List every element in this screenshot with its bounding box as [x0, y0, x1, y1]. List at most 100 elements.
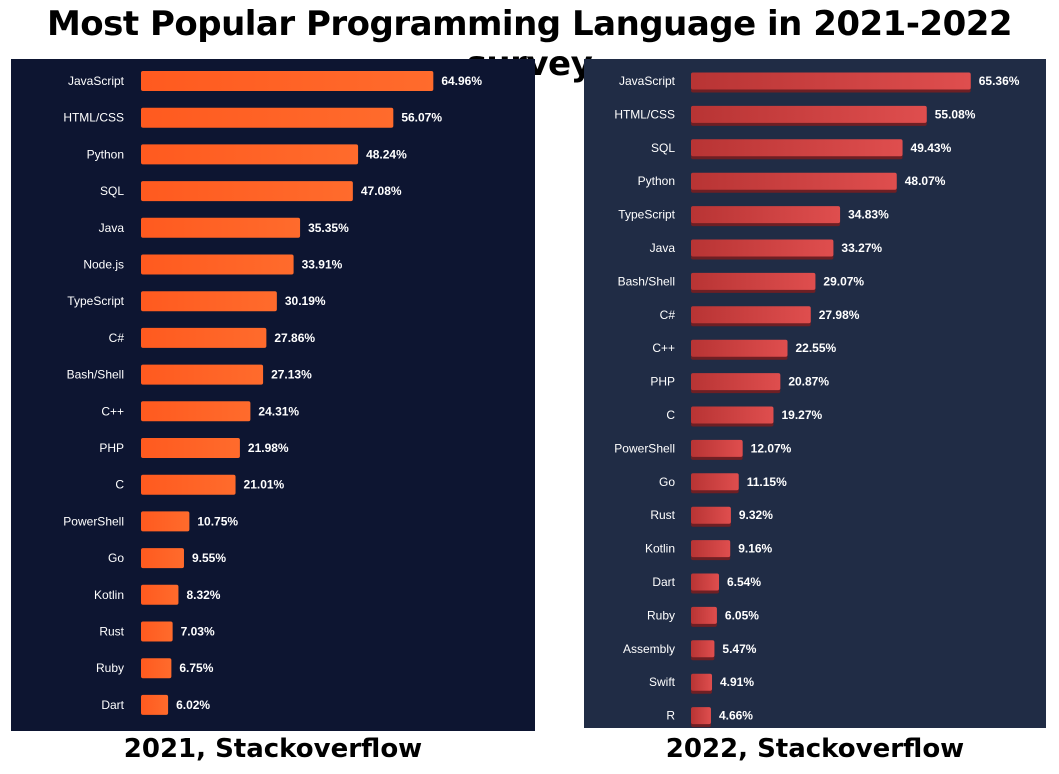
bar-c — [141, 401, 251, 422]
bar-python — [141, 144, 359, 165]
bar-ruby — [141, 658, 172, 679]
bar-chart-2022: JavaScript 65.36% HTML/CSS 55.08% SQL 49.43% P… — [614, 72, 1020, 728]
value-label-javascript: 64.96% — [441, 74, 482, 88]
value-label-dart: 6.54% — [727, 575, 761, 589]
bar-c — [141, 327, 267, 348]
value-label-rust: 9.32% — [739, 508, 773, 522]
bar-bash-shell — [691, 272, 816, 290]
chart-panel-2021: JavaScript 64.96% HTML/CSS 56.07% Python 48.2… — [11, 59, 535, 731]
category-label-rust: Rust — [99, 625, 124, 639]
category-label-bash-shell: Bash/Shell — [67, 368, 124, 382]
category-label-go: Go — [659, 475, 675, 489]
bar-kotlin — [141, 584, 179, 605]
chart-panel-2022: JavaScript 65.36% HTML/CSS 55.08% SQL 49.43% P… — [584, 59, 1046, 728]
value-label-bash-shell: 29.07% — [823, 274, 864, 288]
category-label-javascript: JavaScript — [619, 74, 676, 88]
chart-caption-2021: 2021, Stackoverflow — [123, 734, 423, 764]
value-label-c: 24.31% — [258, 404, 299, 418]
bar-rust — [141, 621, 173, 642]
category-label-c: C# — [660, 308, 676, 322]
value-label-php: 21.98% — [248, 441, 289, 455]
bar-c — [691, 406, 774, 424]
value-label-c: 19.27% — [781, 408, 822, 422]
bar-php — [141, 438, 240, 458]
category-label-typescript: TypeScript — [618, 208, 675, 222]
value-label-typescript: 34.83% — [848, 208, 889, 222]
category-label-ruby: Ruby — [647, 608, 675, 622]
value-label-php: 20.87% — [788, 375, 829, 389]
category-label-javascript: JavaScript — [68, 74, 125, 88]
value-label-go: 11.15% — [747, 475, 787, 489]
bar-ruby — [691, 606, 717, 624]
value-label-c: 27.86% — [274, 331, 315, 345]
category-label-dart: Dart — [652, 575, 675, 589]
category-label-html-css: HTML/CSS — [614, 107, 675, 121]
category-label-php: PHP — [99, 441, 124, 455]
category-label-c: C++ — [652, 341, 675, 355]
value-label-html-css: 56.07% — [401, 111, 442, 125]
category-label-kotlin: Kotlin — [94, 588, 124, 602]
bar-go — [691, 473, 739, 491]
category-label-python: Python — [638, 174, 675, 188]
category-label-ruby: Ruby — [96, 661, 124, 675]
bar-swift — [691, 673, 713, 691]
bar-dart — [691, 573, 719, 591]
value-label-html-css: 55.08% — [935, 107, 976, 121]
value-label-ruby: 6.75% — [179, 661, 213, 675]
bar-go — [141, 548, 184, 569]
value-label-python: 48.24% — [366, 147, 407, 161]
bar-typescript — [141, 291, 277, 312]
category-label-sql: SQL — [100, 184, 124, 198]
value-label-r: 4.66% — [719, 709, 753, 723]
category-label-typescript: TypeScript — [67, 294, 124, 308]
value-label-java: 35.35% — [308, 221, 349, 235]
category-label-c: C — [115, 478, 124, 492]
category-label-html-css: HTML/CSS — [63, 111, 124, 125]
value-label-python: 48.07% — [905, 174, 946, 188]
category-label-kotlin: Kotlin — [645, 542, 675, 556]
bar-python — [691, 172, 897, 190]
category-label-node-js: Node.js — [83, 258, 124, 272]
bar-sql — [691, 139, 903, 157]
value-label-c: 21.01% — [244, 478, 285, 492]
category-label-bash-shell: Bash/Shell — [618, 274, 675, 288]
bar-javascript — [691, 72, 971, 90]
value-label-go: 9.55% — [192, 551, 226, 565]
category-label-assembly: Assembly — [623, 642, 675, 656]
bar-html-css — [141, 107, 394, 128]
value-label-powershell: 10.75% — [197, 514, 238, 528]
bar-r — [691, 707, 711, 725]
bar-rust — [691, 506, 731, 524]
bar-node-js — [141, 254, 294, 275]
value-label-bash-shell: 27.13% — [271, 368, 312, 382]
category-label-java: Java — [650, 241, 676, 255]
value-label-javascript: 65.36% — [979, 74, 1020, 88]
category-label-go: Go — [108, 551, 124, 565]
bar-powershell — [141, 511, 190, 532]
bar-typescript — [691, 206, 841, 224]
bar-html-css — [691, 105, 927, 123]
bar-java — [141, 217, 301, 238]
value-label-swift: 4.91% — [720, 675, 754, 689]
value-label-java: 33.27% — [841, 241, 882, 255]
bar-javascript — [141, 71, 434, 91]
value-label-ruby: 6.05% — [725, 608, 759, 622]
bar-c — [691, 306, 811, 324]
value-label-kotlin: 8.32% — [186, 588, 220, 602]
value-label-powershell: 12.07% — [751, 441, 792, 455]
bar-dart — [141, 694, 169, 715]
value-label-rust: 7.03% — [181, 625, 215, 639]
category-label-swift: Swift — [649, 675, 676, 689]
category-label-c: C# — [109, 331, 125, 345]
value-label-c: 27.98% — [819, 308, 860, 322]
bar-c — [691, 339, 788, 357]
bar-chart-2021: JavaScript 64.96% HTML/CSS 56.07% Python 48.2… — [63, 71, 482, 715]
bar-sql — [141, 181, 353, 202]
bar-c — [141, 474, 236, 495]
category-label-dart: Dart — [101, 698, 124, 712]
category-label-sql: SQL — [651, 141, 675, 155]
category-label-c: C — [666, 408, 675, 422]
category-label-r: R — [666, 709, 675, 723]
category-label-powershell: PowerShell — [614, 441, 675, 455]
bar-bash-shell — [141, 364, 264, 385]
